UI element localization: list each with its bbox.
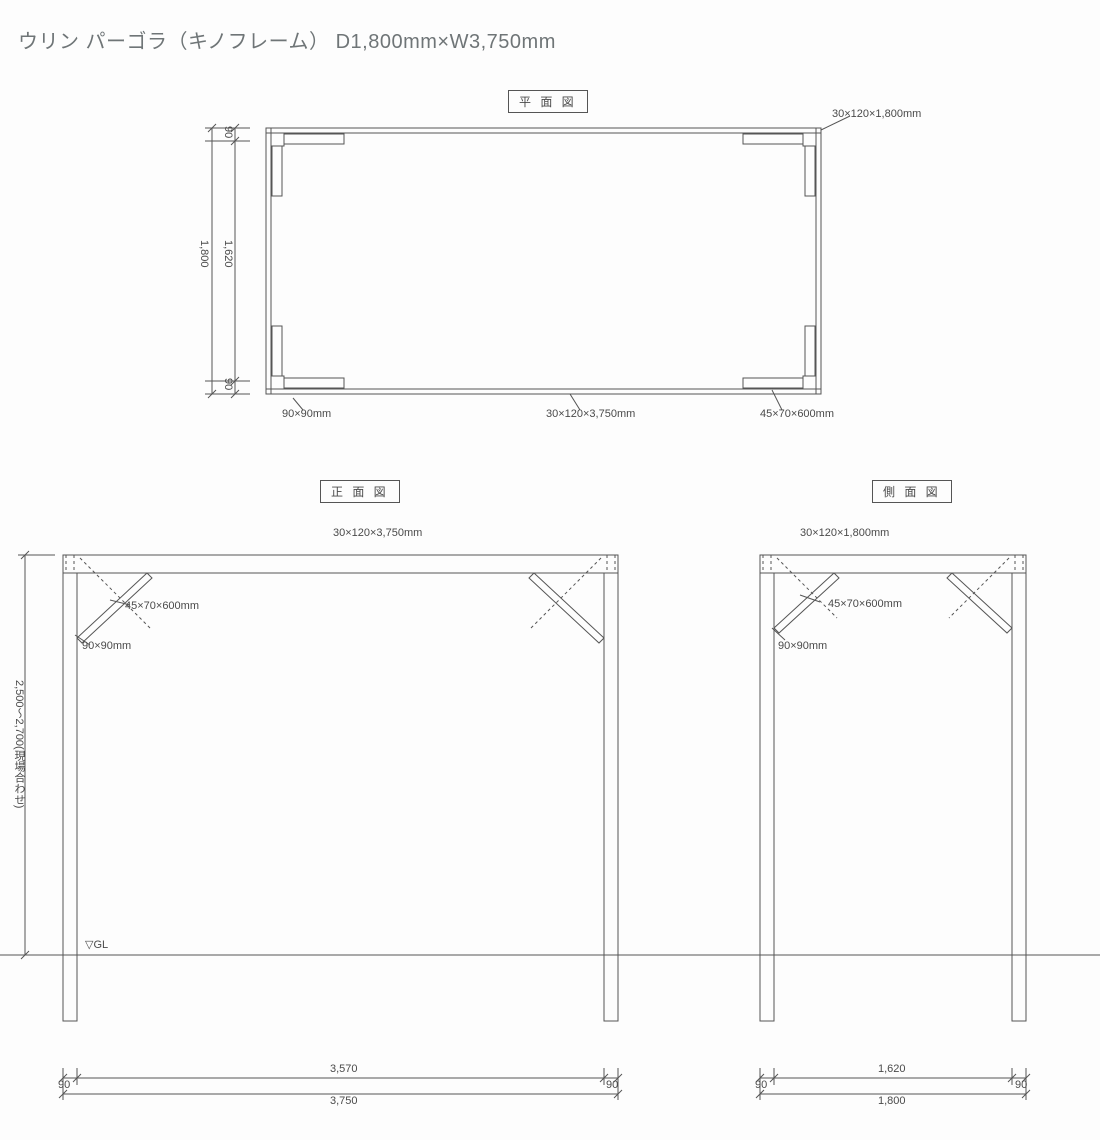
- side-dim-inner: 1,620: [878, 1063, 906, 1075]
- plan-annot-beam: 30×120×3,750mm: [546, 408, 635, 420]
- front-dim-end-right: 90: [606, 1079, 618, 1091]
- side-dim-total: 1,800: [878, 1095, 906, 1107]
- front-annot-top: 30×120×3,750mm: [333, 527, 422, 539]
- side-annot-post: 90×90mm: [778, 640, 827, 652]
- plan-dim-end-bot: 90: [222, 378, 234, 390]
- front-gl-label: ▽GL: [85, 938, 108, 951]
- plan-view-svg: [0, 0, 1100, 440]
- front-dim-inner: 3,570: [330, 1063, 358, 1075]
- front-annot-post: 90×90mm: [82, 640, 131, 652]
- plan-view-label: 平 面 図: [508, 90, 588, 113]
- front-dim-height: 2,500～2,700(現場合わせ): [11, 680, 27, 808]
- side-annot-top: 30×120×1,800mm: [800, 527, 889, 539]
- front-dim-end-left: 90: [58, 1079, 70, 1091]
- plan-dim-inner-h: 1,620: [222, 240, 234, 268]
- plan-annot-top-right: 30×120×1,800mm: [832, 108, 921, 120]
- side-annot-brace: 45×70×600mm: [828, 598, 902, 610]
- side-dim-end-right: 90: [1015, 1079, 1027, 1091]
- plan-dim-total-h: 1,800: [198, 240, 210, 268]
- drawing-page: ウリン パーゴラ（キノフレーム） D1,800mm×W3,750mm 平 面 図…: [0, 0, 1100, 1134]
- front-view-label: 正 面 図: [320, 480, 400, 503]
- plan-annot-post: 90×90mm: [282, 408, 331, 420]
- side-view-label: 側 面 図: [872, 480, 952, 503]
- side-view-svg: [700, 440, 1100, 1140]
- front-annot-brace: 45×70×600mm: [125, 600, 199, 612]
- plan-dim-end-top: 90: [222, 126, 234, 138]
- plan-annot-brace: 45×70×600mm: [760, 408, 834, 420]
- front-view-svg: [0, 440, 1100, 1140]
- side-dim-end-left: 90: [755, 1079, 767, 1091]
- drawing-title: ウリン パーゴラ（キノフレーム） D1,800mm×W3,750mm: [18, 25, 556, 54]
- front-dim-total: 3,750: [330, 1095, 358, 1107]
